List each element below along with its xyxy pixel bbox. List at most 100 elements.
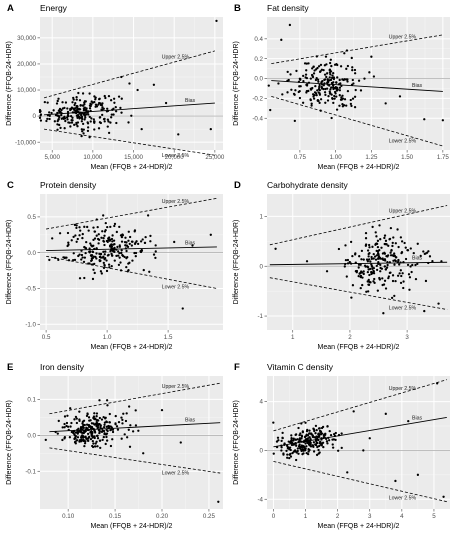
data-point <box>78 234 81 237</box>
data-point <box>143 241 147 245</box>
data-point <box>280 439 283 443</box>
data-point <box>310 87 313 90</box>
data-point <box>117 250 120 253</box>
data-point <box>281 93 284 96</box>
data-point <box>396 274 400 277</box>
data-point <box>86 439 89 442</box>
data-point <box>337 449 340 452</box>
bias-label: Bias <box>185 98 195 104</box>
data-point <box>335 95 338 98</box>
data-point <box>120 251 123 255</box>
bias-line <box>269 261 448 266</box>
data-point <box>316 78 320 81</box>
data-point <box>343 265 346 268</box>
data-point <box>351 97 355 100</box>
data-point <box>318 444 321 448</box>
data-point <box>102 425 106 429</box>
data-point <box>102 435 105 439</box>
data-point <box>393 252 396 255</box>
x-axis-label: Mean (FFQB + 24-HDR)/2 <box>318 523 400 530</box>
data-point <box>90 429 93 433</box>
data-point <box>100 418 104 421</box>
data-point <box>88 136 91 139</box>
data-point <box>315 441 318 445</box>
data-point <box>72 431 75 435</box>
data-point <box>335 108 339 111</box>
data-point <box>109 225 112 229</box>
data-point <box>400 274 403 278</box>
data-point <box>71 259 75 262</box>
data-point <box>84 116 87 119</box>
data-point <box>293 93 296 96</box>
data-point <box>114 106 117 109</box>
data-point <box>92 442 95 445</box>
data-point <box>288 447 291 451</box>
data-point <box>106 107 109 110</box>
data-point <box>385 266 389 269</box>
data-point <box>318 70 322 74</box>
lower-limit-line <box>46 255 217 289</box>
data-point <box>56 128 59 131</box>
data-point <box>345 67 348 70</box>
data-point <box>99 256 103 259</box>
data-point <box>79 430 83 433</box>
data-point <box>94 431 97 434</box>
data-point <box>334 431 337 435</box>
data-point <box>368 258 371 261</box>
bias-line <box>273 417 447 448</box>
data-point <box>341 94 344 97</box>
data-point <box>319 63 323 67</box>
data-point <box>90 103 93 106</box>
data-point <box>317 65 321 68</box>
data-point <box>332 76 336 79</box>
data-point <box>65 256 68 259</box>
data-point <box>115 254 118 258</box>
data-point <box>142 268 145 272</box>
data-point <box>424 279 428 283</box>
data-point <box>88 115 91 118</box>
data-point <box>70 121 74 124</box>
data-point <box>87 416 91 419</box>
data-point <box>78 112 81 115</box>
bias-label: Bias <box>185 241 195 247</box>
data-point <box>373 255 377 258</box>
data-point <box>134 424 138 427</box>
x-tick-label: 1.00 <box>330 154 343 161</box>
data-point <box>280 449 283 452</box>
data-point <box>79 229 82 232</box>
x-tick-label: 1.75 <box>437 154 450 161</box>
data-point <box>312 450 316 453</box>
data-point <box>50 111 53 115</box>
data-point <box>97 103 100 106</box>
data-point <box>321 425 325 429</box>
data-point <box>86 129 90 133</box>
data-point <box>66 414 69 417</box>
data-point <box>63 415 67 418</box>
data-point <box>88 247 91 250</box>
data-point <box>61 426 64 429</box>
data-point <box>79 104 82 107</box>
data-point <box>95 412 99 415</box>
plot-background <box>267 194 450 330</box>
data-point <box>272 421 275 424</box>
y-axis-label: Difference (FFQB-24-HDR) <box>233 220 240 305</box>
data-point <box>389 254 393 257</box>
data-point <box>48 111 51 114</box>
data-point <box>98 416 102 420</box>
lower-limit-label: Lower 2.5% <box>162 470 190 476</box>
data-point <box>90 100 93 103</box>
data-point <box>63 426 66 429</box>
panel-title: Iron density <box>40 362 85 372</box>
data-point <box>106 118 110 121</box>
plot-area: Upper 2.5% Bias Lower 2.5% <box>40 376 223 509</box>
data-point <box>82 132 85 135</box>
data-point <box>90 259 93 262</box>
data-point <box>80 113 83 117</box>
data-point <box>320 80 323 84</box>
data-point <box>130 244 134 247</box>
data-point <box>326 99 330 102</box>
data-point <box>68 121 71 124</box>
data-point <box>107 253 110 256</box>
data-point <box>400 240 404 243</box>
